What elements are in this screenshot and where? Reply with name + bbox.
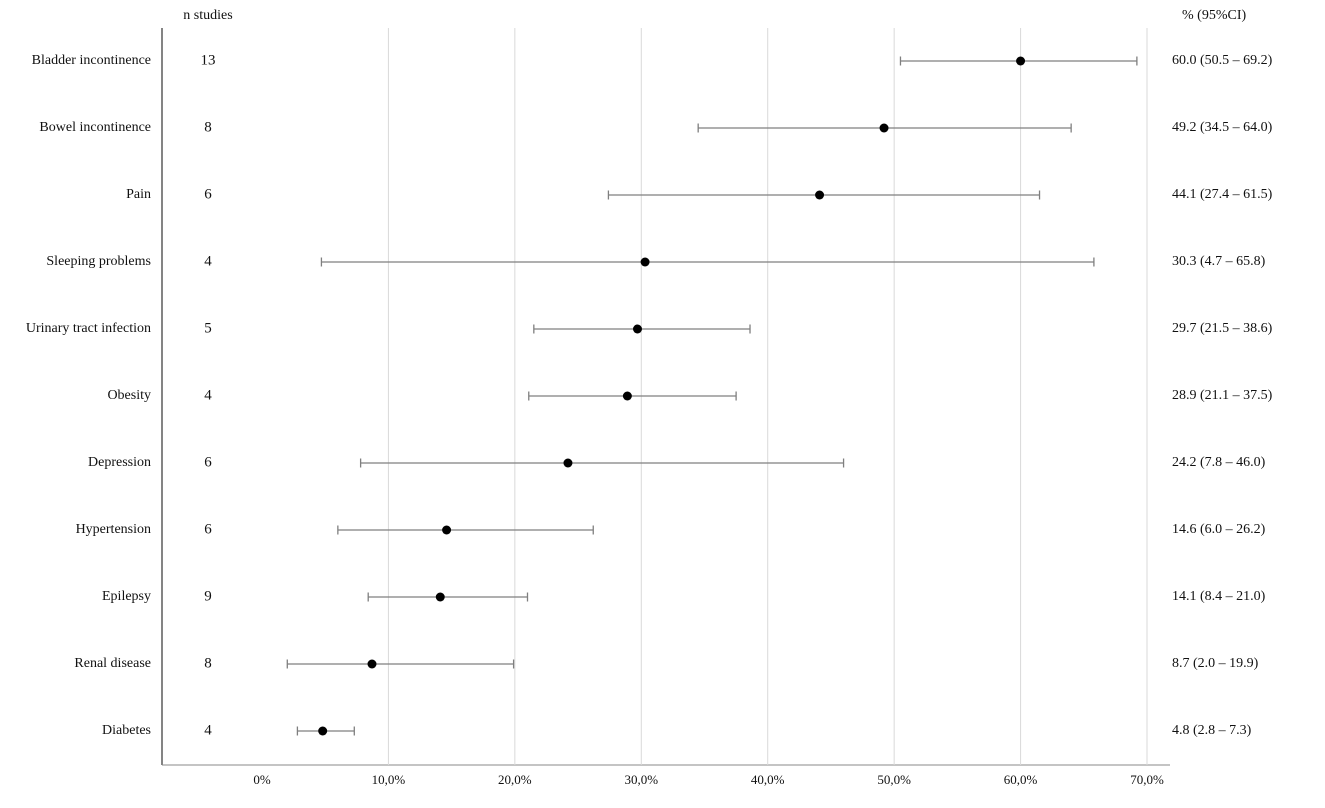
value-label: 14.1 (8.4 – 21.0) xyxy=(1172,589,1266,604)
value-label: 4.8 (2.8 – 7.3) xyxy=(1172,723,1252,738)
point-estimate xyxy=(367,659,377,669)
point-estimate xyxy=(435,592,445,602)
n-studies: 6 xyxy=(204,454,212,470)
point-estimate xyxy=(442,525,452,535)
point-estimate xyxy=(563,458,573,468)
category-label: Hypertension xyxy=(76,522,151,537)
n-studies: 6 xyxy=(204,521,212,537)
n-studies: 13 xyxy=(201,52,216,68)
point-estimate xyxy=(815,190,825,200)
point-estimate xyxy=(632,324,642,334)
n-studies: 4 xyxy=(204,387,212,403)
n-studies: 6 xyxy=(204,186,212,202)
value-label: 8.7 (2.0 – 19.9) xyxy=(1172,656,1259,671)
point-estimate xyxy=(879,123,889,133)
n-studies: 9 xyxy=(204,588,212,604)
value-label: 60.0 (50.5 – 69.2) xyxy=(1172,53,1273,68)
n-studies: 8 xyxy=(204,655,212,671)
value-label: 49.2 (34.5 – 64.0) xyxy=(1172,120,1273,135)
x-tick-label: 60,0% xyxy=(1004,772,1038,787)
value-label: 29.7 (21.5 – 38.6) xyxy=(1172,321,1273,336)
value-label: 24.2 (7.8 – 46.0) xyxy=(1172,455,1266,470)
n-studies: 4 xyxy=(204,722,212,738)
n-header: n studies xyxy=(183,8,232,23)
value-label: 30.3 (4.7 – 65.8) xyxy=(1172,254,1266,269)
category-label: Depression xyxy=(88,455,151,470)
value-label: 14.6 (6.0 – 26.2) xyxy=(1172,522,1266,537)
category-label: Diabetes xyxy=(102,723,151,738)
category-label: Epilepsy xyxy=(102,589,151,604)
n-studies: 4 xyxy=(204,253,212,269)
category-label: Renal disease xyxy=(74,656,151,671)
value-label: 28.9 (21.1 – 37.5) xyxy=(1172,388,1273,403)
x-tick-label: 70,0% xyxy=(1130,772,1164,787)
category-label: Pain xyxy=(126,187,151,202)
n-studies: 8 xyxy=(204,119,212,135)
point-estimate xyxy=(622,391,632,401)
category-label: Bladder incontinence xyxy=(32,53,151,68)
x-tick-label: 50,0% xyxy=(877,772,911,787)
x-tick-label: 0% xyxy=(253,772,271,787)
n-studies: 5 xyxy=(204,320,212,336)
point-estimate xyxy=(640,257,650,267)
ci-header: % (95%CI) xyxy=(1182,8,1246,23)
x-tick-label: 30,0% xyxy=(624,772,658,787)
category-label: Bowel incontinence xyxy=(39,120,151,135)
category-label: Urinary tract infection xyxy=(26,321,151,336)
category-label: Sleeping problems xyxy=(46,254,151,269)
x-tick-label: 10,0% xyxy=(372,772,406,787)
value-label: 44.1 (27.4 – 61.5) xyxy=(1172,187,1273,202)
x-tick-label: 20,0% xyxy=(498,772,532,787)
point-estimate xyxy=(318,726,328,736)
point-estimate xyxy=(1016,56,1026,66)
x-tick-label: 40,0% xyxy=(751,772,785,787)
category-label: Obesity xyxy=(107,388,151,403)
